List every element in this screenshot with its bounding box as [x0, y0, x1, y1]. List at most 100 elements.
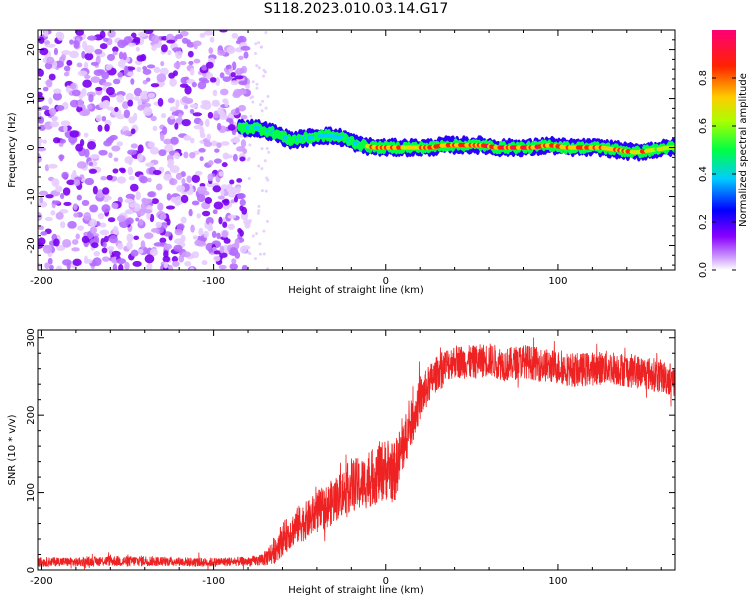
noise-blob — [163, 173, 173, 181]
noise-blob — [193, 43, 198, 50]
noise-blob — [89, 204, 99, 213]
noise-blob — [70, 83, 77, 90]
snr-series — [38, 337, 675, 570]
noise-blob — [262, 74, 266, 78]
noise-blob — [169, 78, 177, 87]
noise-blob — [46, 43, 56, 48]
noise-blob — [234, 251, 241, 259]
noise-blob — [189, 151, 196, 159]
noise-blob — [158, 149, 167, 157]
noise-blob — [43, 40, 51, 45]
noise-blob — [126, 233, 134, 243]
noise-blob — [198, 148, 206, 153]
noise-blob — [208, 222, 213, 231]
noise-blob — [112, 78, 121, 85]
noise-blob — [241, 264, 248, 270]
noise-blob — [149, 146, 159, 155]
noise-blob — [222, 198, 230, 206]
noise-blob — [229, 118, 234, 126]
noise-blob — [42, 139, 47, 144]
noise-blob — [97, 212, 105, 220]
noise-blob — [211, 101, 221, 107]
noise-blob — [159, 237, 167, 244]
noise-blob — [257, 41, 261, 45]
noise-blob — [261, 99, 265, 103]
noise-blob — [48, 97, 53, 105]
noise-blob — [107, 30, 116, 38]
noise-blob — [203, 230, 209, 238]
noise-blob — [124, 261, 130, 270]
noise-blob — [166, 39, 176, 44]
noise-blob — [174, 122, 179, 130]
noise-blob — [83, 255, 89, 264]
noise-blob — [89, 218, 97, 227]
noise-blob — [196, 193, 206, 203]
noise-blob — [231, 32, 239, 39]
noise-blob — [167, 50, 172, 56]
noise-blob — [125, 209, 132, 215]
noise-blob — [197, 185, 207, 194]
noise-blob — [60, 120, 71, 127]
noise-blob — [42, 86, 49, 92]
noise-blob — [176, 185, 186, 193]
noise-blob — [118, 51, 124, 60]
noise-blob — [199, 120, 204, 127]
noise-blob — [266, 178, 270, 182]
noise-blob — [219, 72, 225, 79]
noise-blob — [84, 148, 90, 158]
noise-blob — [59, 192, 65, 200]
chart-title: S118.2023.010.03.14.G17 — [263, 1, 449, 17]
noise-blob — [152, 169, 162, 176]
noise-blob — [56, 245, 66, 251]
noise-blob — [222, 204, 230, 210]
noise-blob — [167, 97, 176, 104]
noise-blob — [66, 59, 73, 66]
noise-blob — [260, 167, 264, 171]
noise-blob — [87, 104, 93, 110]
x-tick-label: 100 — [548, 576, 567, 587]
noise-blob — [190, 224, 195, 233]
noise-blob — [203, 30, 214, 36]
noise-blob — [234, 75, 244, 80]
noise-blob — [77, 225, 84, 231]
y-tick-label: 20 — [26, 43, 37, 56]
noise-blob — [164, 144, 174, 153]
noise-blob — [251, 80, 255, 84]
noise-blob — [142, 79, 148, 85]
noise-blob — [173, 61, 181, 69]
noise-blob — [163, 261, 169, 269]
noise-blob — [38, 225, 45, 231]
noise-blob — [176, 223, 185, 230]
noise-blob — [69, 99, 80, 108]
noise-blob — [227, 223, 235, 230]
spectrogram-y-ticks: -20 -10 0 10 20 — [26, 29, 675, 266]
noise-blob — [254, 52, 258, 56]
noise-blob — [82, 40, 88, 50]
noise-blob — [59, 154, 64, 162]
colorbar-bar — [712, 30, 736, 270]
noise-blob — [45, 194, 54, 199]
noise-blob — [38, 263, 42, 269]
noise-blob — [106, 53, 116, 61]
noise-blob — [132, 112, 138, 122]
noise-blob — [38, 36, 45, 44]
noise-blob — [72, 169, 77, 177]
noise-blob — [167, 158, 175, 167]
noise-blob — [222, 98, 228, 104]
noise-blob — [181, 178, 186, 185]
noise-blob — [130, 249, 139, 257]
noise-blob — [112, 263, 118, 270]
noise-blob — [38, 142, 42, 148]
noise-blob — [83, 212, 92, 221]
noise-blob — [108, 152, 113, 159]
noise-blob — [232, 153, 238, 162]
noise-blob — [236, 193, 246, 200]
noise-blob — [163, 243, 173, 250]
noise-blob — [266, 95, 270, 99]
noise-blob — [262, 252, 266, 256]
noise-blob — [137, 144, 144, 154]
noise-blob — [239, 156, 246, 162]
noise-blob — [51, 200, 61, 205]
noise-blob — [251, 234, 255, 238]
